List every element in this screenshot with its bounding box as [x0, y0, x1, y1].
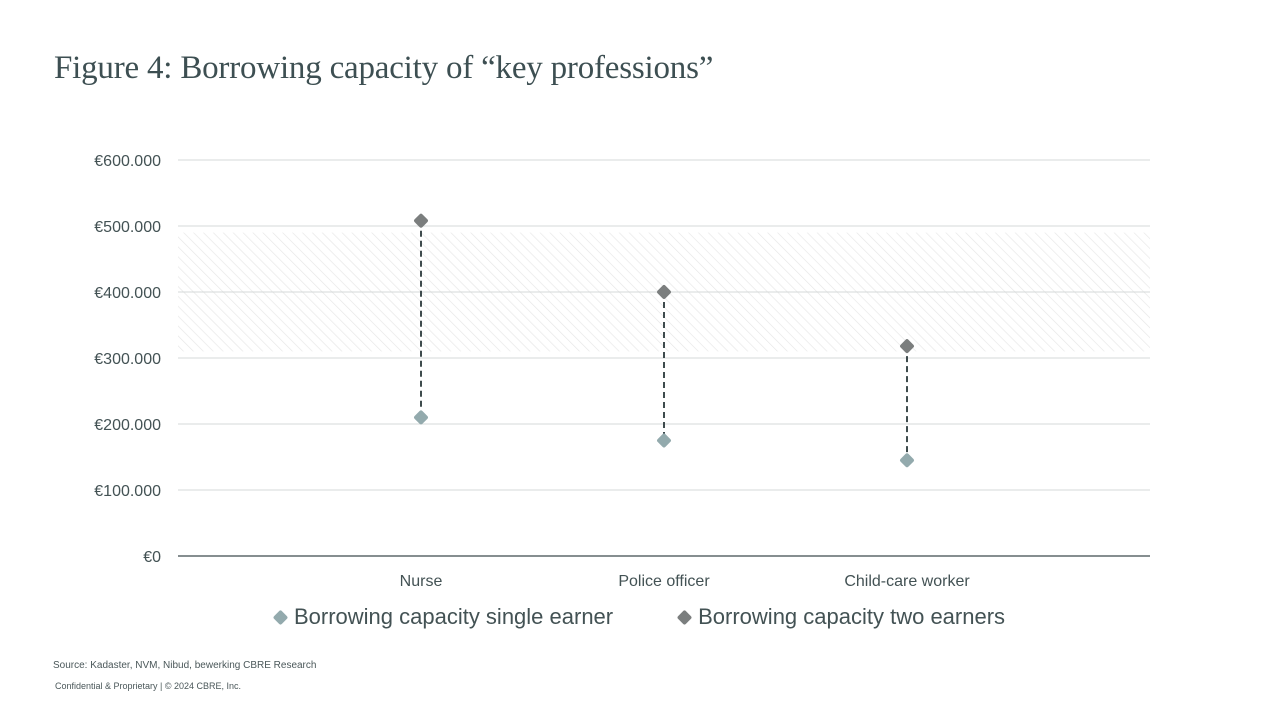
- category-label: Nurse: [400, 573, 443, 590]
- y-tick-label: €400.000: [94, 285, 161, 302]
- y-tick-label: €0: [143, 549, 161, 566]
- confidential-note: Confidential & Proprietary | © 2024 CBRE…: [55, 681, 242, 691]
- legend-item-two-earners: Borrowing capacity two earners: [676, 604, 1006, 630]
- y-tick-label: €100.000: [94, 483, 161, 500]
- marker-two-earners: [657, 285, 671, 299]
- marker-two-earners: [900, 339, 914, 354]
- y-tick-label: €600.000: [94, 153, 161, 170]
- marker-single-earner: [657, 433, 671, 448]
- legend: Borrowing capacity single earner Borrowi…: [0, 604, 1280, 630]
- legend-item-single-earner: Borrowing capacity single earner: [272, 604, 614, 630]
- marker-single-earner: [900, 453, 914, 468]
- category-label: Child-care worker: [844, 573, 970, 590]
- y-tick-label: €200.000: [94, 417, 161, 434]
- marker-two-earners: [414, 213, 428, 228]
- legend-label-single-earner: Borrowing capacity single earner: [293, 604, 614, 629]
- chart: €0 €100.000 €200.000 €300.000 €400.000 €500.0…: [94, 153, 1150, 590]
- legend-label-two-earners: Borrowing capacity two earners: [698, 604, 1006, 629]
- figure-title: Figure 4: Borrowing capacity of “key pro…: [54, 50, 714, 86]
- category-label: Police officer: [618, 573, 710, 590]
- marker-single-earner: [414, 410, 428, 425]
- y-tick-label: €500.000: [94, 219, 161, 236]
- y-tick-label: €300.000: [94, 351, 161, 368]
- legend-marker-two-earners: [676, 609, 693, 625]
- source-note: Source: Kadaster, NVM, Nibud, bewerking …: [53, 660, 317, 671]
- legend-marker-single-earner: [272, 609, 289, 625]
